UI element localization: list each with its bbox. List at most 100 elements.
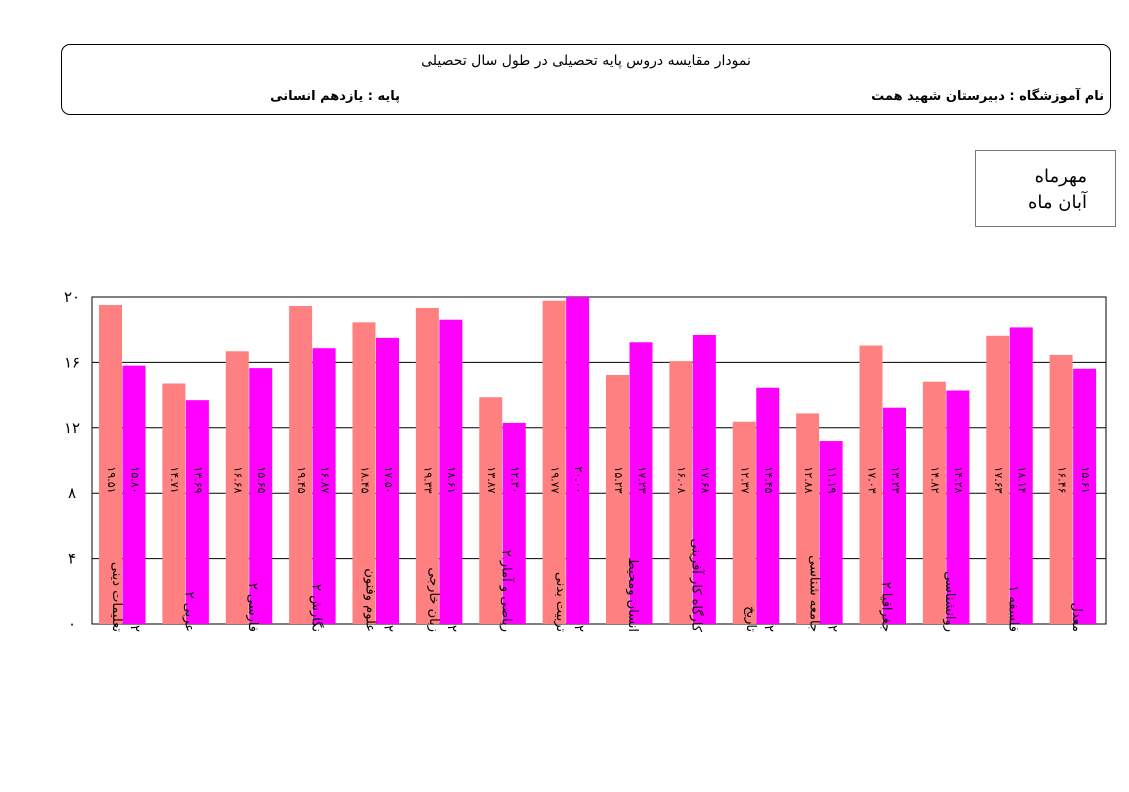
bar-aban xyxy=(1073,368,1097,624)
bar-value-label: ۱۷.۵۰ xyxy=(382,466,395,493)
x-category-label: تربیت بدنی xyxy=(553,572,568,633)
x-category-label: معدل xyxy=(1069,602,1084,632)
bar-mehr xyxy=(1049,354,1073,624)
bar-value-label: ۱۵.۸۰ xyxy=(128,466,141,493)
bar-value-label: ۱۲.۳۰ xyxy=(509,466,522,493)
x-category-label: تعلیمات دینی xyxy=(109,562,124,633)
bar-value-label: ۱۶.۴۶ xyxy=(1055,466,1068,493)
bar-value-label: ۱۳.۲۳ xyxy=(889,466,902,493)
bar-aban xyxy=(883,407,906,624)
bar-mehr xyxy=(669,361,693,624)
x-category-label: ۲ xyxy=(127,625,142,632)
plot-frame xyxy=(91,296,1107,625)
bar-value-label: ۱۴.۲۸ xyxy=(952,466,965,493)
bar-value-label: ۱۸.۴۵ xyxy=(358,466,371,493)
bar-aban xyxy=(185,400,209,624)
x-category-label: تاریخ xyxy=(743,606,758,632)
bar-value-label: ۱۵.۶۱ xyxy=(1079,466,1092,493)
x-category-label: ریاضی و آمار ۲ xyxy=(498,550,515,632)
x-category-label: ۲ xyxy=(824,625,839,632)
x-category-label: روانشناسی xyxy=(942,571,957,632)
bar-aban xyxy=(819,441,843,624)
bar-mehr xyxy=(415,307,439,624)
bar-value-label: ۱۵.۲۳ xyxy=(612,466,625,493)
bar-value-label: ۱۶.۸۷ xyxy=(318,466,331,493)
bar-mehr xyxy=(986,335,1010,624)
bar-aban xyxy=(1009,327,1033,624)
bar-value-label: ۱۷.۶۳ xyxy=(992,466,1005,493)
bar-mehr xyxy=(606,374,629,624)
bar-value-label: ۱۴.۴۵ xyxy=(762,466,775,493)
bar-value-label: ۱۳.۸۷ xyxy=(485,466,498,493)
bar-value-label: ۲۰.۰۰ xyxy=(572,466,585,493)
bar-value-label: ۱۲.۸۸ xyxy=(802,466,815,493)
x-category-label: فلسفه ۱ xyxy=(1005,585,1020,632)
bar-aban xyxy=(376,337,399,624)
bar-value-label: ۱۷.۲۳ xyxy=(635,466,648,493)
grade-label: پایه : یازدهم انسانی xyxy=(270,89,400,104)
bar-value-label: ۱۶.۰۸ xyxy=(675,466,688,493)
bar-value-label: ۱۷.۰۳ xyxy=(865,466,878,493)
bar-value-label: ۱۹.۳۳ xyxy=(422,466,435,493)
bar-aban xyxy=(946,390,970,624)
bar-aban xyxy=(566,297,590,624)
legend-label: مهرماه xyxy=(1034,165,1087,187)
bar-value-label: ۱۷.۶۸ xyxy=(699,466,712,493)
chart-title: نمودار مقایسه دروس پایه تحصیلی در طول سا… xyxy=(421,53,751,69)
bar-mehr xyxy=(922,381,946,624)
x-category-label: کارگاه کار آفرینی xyxy=(689,539,706,633)
bar-aban xyxy=(439,319,463,624)
y-tick-label: ۱۲ xyxy=(64,419,80,437)
legend-item-aban: آبان ماه xyxy=(1028,190,1087,214)
bar-mehr xyxy=(162,383,186,624)
bar-aban xyxy=(629,342,653,624)
bar-value-label: ۱۴.۸۲ xyxy=(929,466,942,493)
x-category-label: عربی ۲ xyxy=(182,592,197,633)
bar-value-label: ۱۳.۶۹ xyxy=(192,466,205,493)
bar-value-label: ۱۹.۷۷ xyxy=(548,466,561,493)
bar-value-label: ۱۹.۴۵ xyxy=(295,466,308,493)
bar-mehr xyxy=(352,322,376,624)
y-tick-label: ۱۶ xyxy=(64,353,80,371)
legend-label: آبان ماه xyxy=(1028,191,1087,213)
bar-value-label: ۱۸.۶۱ xyxy=(445,466,458,493)
bar-value-label: ۱۸.۱۴ xyxy=(1016,466,1029,493)
bar-aban xyxy=(692,334,716,624)
bar-value-label: ۱۲.۳۷ xyxy=(739,466,752,493)
x-category-label: ۲ xyxy=(444,625,459,632)
bar-mehr xyxy=(796,413,820,624)
x-category-label: جامعه شناسی xyxy=(806,555,821,632)
y-tick-label: ۴ xyxy=(68,550,76,568)
report-header: نمودار مقایسه دروس پایه تحصیلی در طول سا… xyxy=(61,44,1111,115)
y-tick-label: ۰ xyxy=(68,615,76,633)
legend-item-mehr: مهرماه xyxy=(1035,164,1087,188)
y-tick-label: ۲۰ xyxy=(64,288,80,306)
chart-legend: مهرماه آبان ماه xyxy=(975,150,1116,227)
x-category-label: انسان ومحیط xyxy=(625,558,640,632)
bar-aban xyxy=(122,365,146,624)
x-category-label: جغرافیا ۲ xyxy=(879,582,894,632)
bar-value-label: ۱۹.۵۱ xyxy=(105,466,118,493)
bar-mehr xyxy=(732,421,756,624)
x-category-label: ۲ xyxy=(381,625,396,632)
bar-mehr xyxy=(225,351,249,624)
bar-value-label: ۱۵.۶۵ xyxy=(255,466,268,493)
bar-aban xyxy=(249,368,273,624)
bar-value-label: ۱۶.۶۸ xyxy=(232,466,245,493)
bar-aban xyxy=(312,348,336,624)
x-category-label: ۲ xyxy=(571,625,586,632)
bar-value-label: ۱۴.۷۱ xyxy=(168,466,181,493)
bar-mehr xyxy=(289,305,313,624)
bar-aban xyxy=(756,387,780,624)
x-category-label: زبان خارجی xyxy=(426,567,441,632)
bar-mehr xyxy=(479,397,503,624)
x-category-label: ۲ xyxy=(761,625,776,632)
x-category-label: فارسی ۲ xyxy=(245,583,260,632)
bar-aban xyxy=(502,422,526,624)
bar-value-label: ۱۱.۱۹ xyxy=(825,466,838,493)
bar-mehr xyxy=(542,300,566,624)
bar-mehr xyxy=(99,305,122,624)
x-category-label: نگارش ۲ xyxy=(308,584,324,632)
school-name: نام آموزشگاه : دبیرستان شهید همت xyxy=(871,89,1104,104)
